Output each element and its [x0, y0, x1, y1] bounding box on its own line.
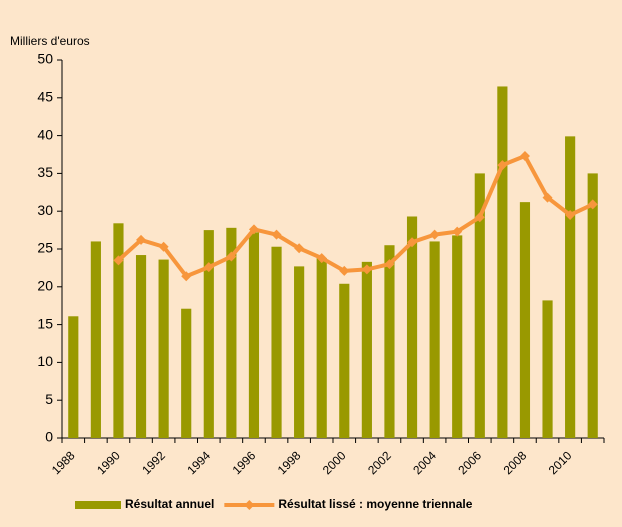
bar	[271, 246, 282, 438]
y-tick-label: 50	[37, 51, 53, 67]
y-axis-label: Milliers d'euros	[10, 34, 90, 48]
bar	[452, 235, 463, 438]
y-tick-label: 45	[37, 89, 53, 105]
y-tick-label: 0	[45, 429, 53, 445]
line-marker	[452, 226, 463, 237]
bar	[294, 266, 305, 438]
legend-marker	[244, 500, 255, 510]
bar	[429, 241, 440, 438]
line-marker	[542, 192, 553, 203]
line-marker	[203, 262, 214, 273]
bar	[587, 173, 598, 438]
bar	[384, 245, 395, 438]
bar	[203, 230, 214, 438]
y-tick-label: 20	[37, 278, 53, 294]
y-tick-label: 25	[37, 240, 53, 256]
legend-label: Résultat annuel	[125, 497, 214, 511]
bar	[542, 300, 553, 438]
line-marker	[136, 234, 147, 245]
y-tick-label: 35	[37, 164, 53, 180]
bar	[68, 316, 79, 438]
bar	[406, 216, 418, 438]
legend-label: Résultat lissé : moyenne triennale	[278, 497, 472, 511]
line-marker	[474, 212, 485, 223]
bar	[339, 283, 350, 438]
line-marker	[226, 251, 237, 262]
line-marker	[158, 241, 169, 252]
line-marker	[429, 229, 440, 240]
line-marker	[497, 160, 508, 171]
y-tick-label: 10	[37, 353, 53, 369]
line	[117, 154, 594, 279]
y-tick-label: 30	[37, 202, 53, 218]
y-tick-label: 15	[37, 315, 53, 331]
line-marker	[361, 264, 372, 275]
line-marker	[339, 265, 350, 276]
bar	[565, 136, 576, 438]
line-marker	[294, 243, 305, 254]
bar	[497, 86, 508, 439]
bar	[90, 241, 101, 438]
bar	[361, 261, 372, 438]
bar	[248, 232, 260, 438]
bar	[474, 173, 485, 438]
line-marker	[519, 151, 530, 162]
bar	[135, 255, 147, 438]
line-marker	[384, 259, 395, 270]
bar	[158, 259, 169, 438]
bar	[519, 202, 531, 438]
y-tick-label: 5	[45, 391, 53, 407]
bar	[181, 308, 192, 438]
line-marker	[181, 271, 192, 282]
bar	[113, 223, 124, 438]
y-tick-label: 40	[37, 126, 53, 142]
line-marker	[271, 229, 282, 240]
line-marker	[113, 255, 124, 266]
line-marker	[316, 253, 327, 264]
line-marker	[248, 224, 259, 235]
legend-swatch	[75, 501, 121, 509]
line-marker	[587, 199, 598, 210]
bar	[316, 258, 327, 438]
line-marker	[407, 237, 418, 248]
line-marker	[565, 209, 576, 220]
bar	[226, 227, 237, 438]
